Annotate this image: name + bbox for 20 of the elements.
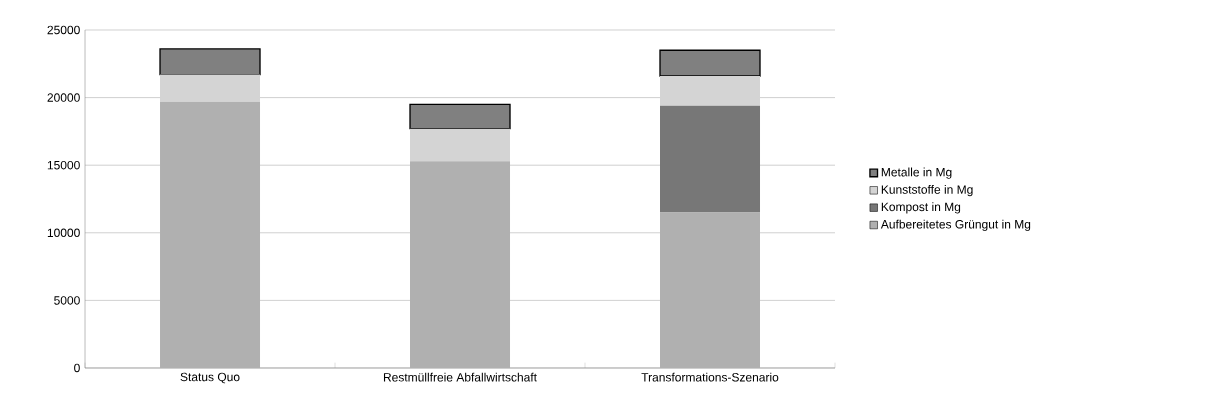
bar: [410, 128, 511, 162]
bar: [159, 48, 261, 76]
y-tick-label: 25000: [47, 25, 80, 35]
legend-label: Metalle in Mg: [881, 167, 952, 179]
x-tick-label: Restmüllfreie Abfallwirtschaft: [383, 372, 537, 382]
y-tick-label: 15000: [47, 160, 80, 170]
x-tick-label: Status Quo: [180, 372, 240, 384]
bar: [160, 74, 261, 102]
legend-label: Aufbereitetes Grüngut in Mg: [880, 219, 1031, 231]
x-tick-label: Transformations-Szenario: [641, 372, 779, 382]
bar: [659, 49, 761, 77]
bar: [409, 103, 511, 130]
y-tick-label: 20000: [47, 93, 80, 102]
y-tick-label: 5000: [54, 296, 80, 305]
legend-label: Kompost in Mg: [881, 202, 961, 214]
legend-label: Kunststoffe in Mg: [881, 184, 973, 197]
y-tick-label: 10000: [47, 228, 80, 238]
bar: [660, 75, 761, 106]
bar: [660, 105, 761, 213]
y-tick-label: 0: [74, 363, 80, 373]
